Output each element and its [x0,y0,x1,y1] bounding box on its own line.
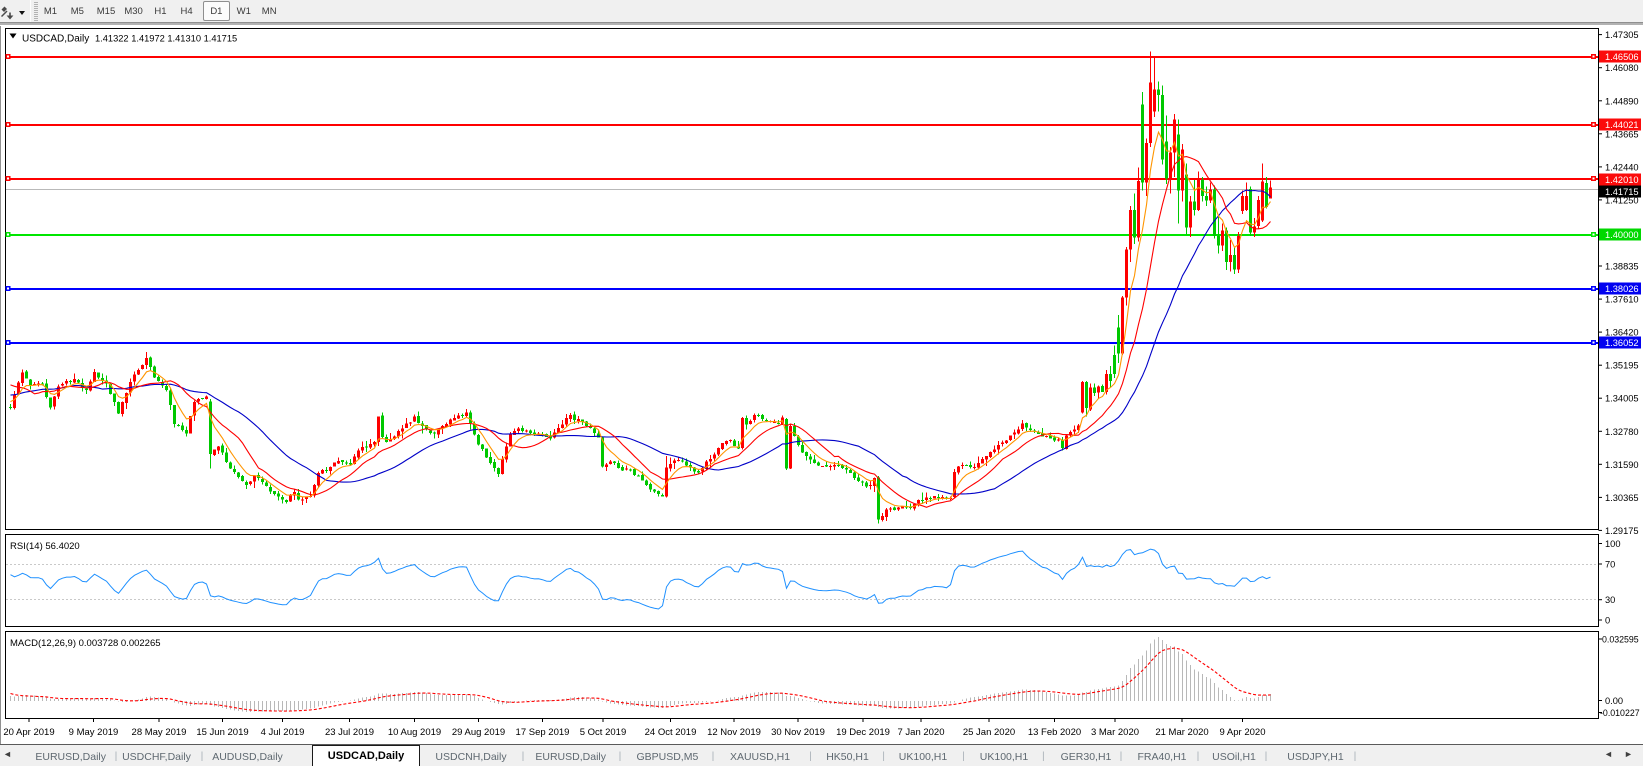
svg-text:1.41322 1.41972 1.41310 1.4171: 1.41322 1.41972 1.41310 1.41715 [95,34,237,44]
svg-text:15 Jun 2019: 15 Jun 2019 [196,727,248,738]
svg-text:10 Aug 2019: 10 Aug 2019 [388,727,441,738]
svg-text:MACD(12,26,9) 0.003728 0.00226: MACD(12,26,9) 0.003728 0.002265 [10,638,161,649]
svg-text:1.36420: 1.36420 [1605,328,1639,338]
svg-text:30 Nov 2019: 30 Nov 2019 [771,727,825,738]
svg-text:1.31590: 1.31590 [1605,460,1639,470]
svg-text:1.32780: 1.32780 [1605,427,1639,437]
svg-text:24 Oct 2019: 24 Oct 2019 [645,727,697,738]
svg-text:1.44021: 1.44021 [1605,120,1639,130]
svg-text:70: 70 [1605,560,1615,570]
svg-text:13 Feb 2020: 13 Feb 2020 [1028,727,1081,738]
svg-text:9 Apr 2020: 9 Apr 2020 [1220,727,1266,738]
svg-text:RSI(14) 56.4020: RSI(14) 56.4020 [10,541,80,552]
svg-text:25 Jan 2020: 25 Jan 2020 [963,727,1015,738]
svg-text:-0.010227: -0.010227 [1600,708,1640,718]
svg-text:21 Mar 2020: 21 Mar 2020 [1155,727,1208,738]
svg-text:USDCAD,Daily: USDCAD,Daily [22,34,89,45]
svg-text:9 May 2019: 9 May 2019 [69,727,119,738]
svg-text:1.38026: 1.38026 [1605,284,1639,294]
svg-text:100: 100 [1605,539,1621,549]
svg-text:1.29175: 1.29175 [1605,526,1639,536]
svg-text:19 Dec 2019: 19 Dec 2019 [836,727,890,738]
svg-text:5 Oct 2019: 5 Oct 2019 [580,727,626,738]
svg-text:20 Apr 2019: 20 Apr 2019 [3,727,54,738]
svg-text:29 Aug 2019: 29 Aug 2019 [452,727,505,738]
svg-text:1.41250: 1.41250 [1605,195,1639,205]
svg-text:4 Jul 2019: 4 Jul 2019 [261,727,305,738]
svg-text:28 May 2019: 28 May 2019 [132,727,187,738]
svg-text:1.37610: 1.37610 [1605,295,1639,305]
svg-text:1.47305: 1.47305 [1605,30,1639,40]
svg-text:0: 0 [1605,616,1610,626]
svg-text:1.40000: 1.40000 [1605,230,1639,240]
svg-text:1.38835: 1.38835 [1605,262,1639,272]
svg-text:0.00: 0.00 [1605,696,1623,706]
svg-text:1.44890: 1.44890 [1605,96,1639,106]
svg-text:1.41715: 1.41715 [1605,187,1639,197]
svg-text:1.46506: 1.46506 [1605,52,1639,62]
svg-text:1.36052: 1.36052 [1605,338,1639,348]
svg-text:17 Sep 2019: 17 Sep 2019 [516,727,570,738]
svg-text:1.30365: 1.30365 [1605,493,1639,503]
svg-text:1.42010: 1.42010 [1605,175,1639,185]
svg-text:30: 30 [1605,595,1615,605]
svg-text:0.032595: 0.032595 [1602,635,1639,645]
svg-text:12 Nov 2019: 12 Nov 2019 [707,727,761,738]
svg-text:23 Jul 2019: 23 Jul 2019 [325,727,374,738]
svg-text:1.46080: 1.46080 [1605,63,1639,73]
svg-text:1.35195: 1.35195 [1605,361,1639,371]
svg-text:7 Jan 2020: 7 Jan 2020 [897,727,944,738]
svg-text:1.34005: 1.34005 [1605,394,1639,404]
svg-text:3 Mar 2020: 3 Mar 2020 [1091,727,1139,738]
svg-text:1.42440: 1.42440 [1605,162,1639,172]
svg-text:1.43665: 1.43665 [1605,129,1639,139]
